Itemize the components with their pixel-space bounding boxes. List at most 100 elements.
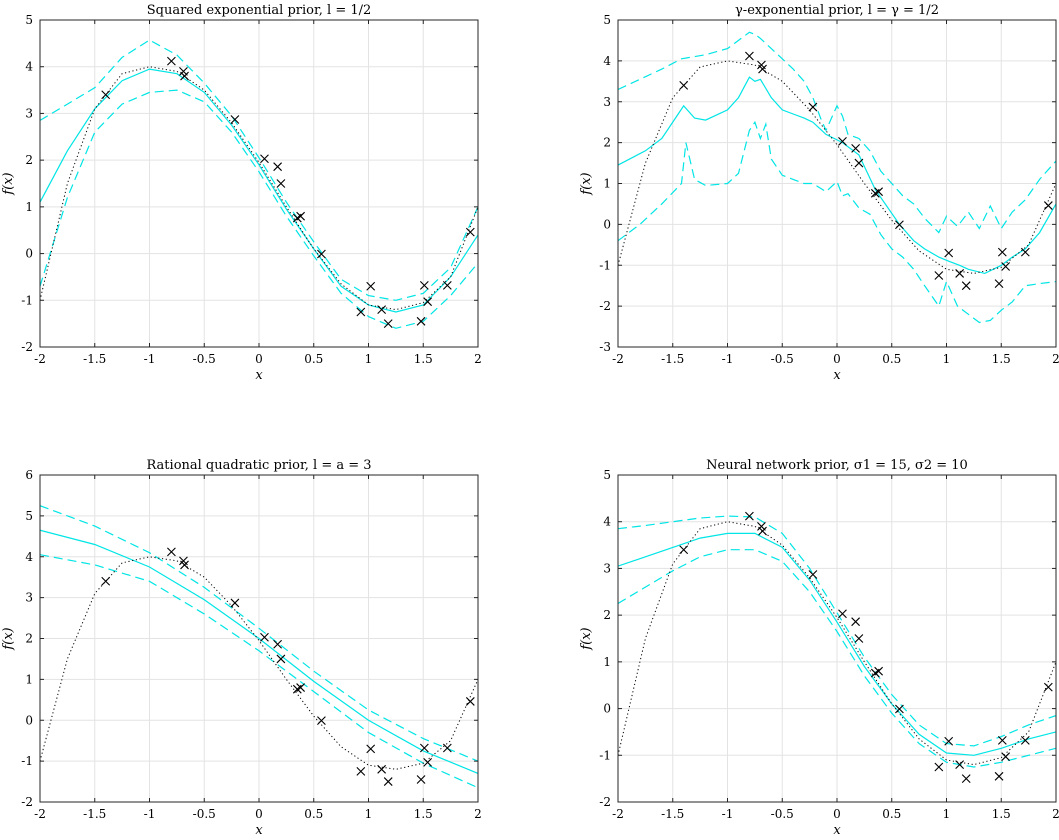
y-tick-label: 3 (25, 591, 33, 605)
observation-marker (1043, 201, 1053, 210)
x-axis-label: x (255, 823, 263, 838)
observation-marker (758, 64, 767, 74)
y-axis-label: f(x) (1, 172, 16, 195)
x-tick-label: 0.5 (882, 352, 901, 366)
observation-marker (230, 598, 240, 608)
x-tick-label: -1.5 (83, 807, 106, 821)
x-tick-label: -0.5 (771, 807, 794, 821)
observation-marker (758, 526, 767, 536)
observation-marker (679, 81, 689, 90)
observation-marker (895, 704, 904, 714)
upper-bound-line (618, 31, 1056, 234)
observation-marker (356, 766, 366, 776)
x-tick-label: 0.5 (304, 807, 323, 821)
observation-marker (273, 162, 283, 172)
lower-bound-line (618, 549, 1056, 768)
y-tick-label: -1 (599, 748, 611, 762)
y-tick-label: 0 (603, 702, 611, 716)
observation-marker (276, 179, 286, 188)
observation-marker (874, 666, 883, 676)
plot-area (618, 31, 1056, 324)
x-tick-label: -1.5 (83, 352, 106, 366)
y-tick-label: -1 (21, 754, 33, 768)
observation-marker (1043, 682, 1053, 692)
observation-marker (366, 744, 376, 754)
x-axis-label: x (833, 368, 841, 383)
observation-marker (167, 56, 176, 66)
y-tick-label: 5 (603, 468, 611, 482)
observation-marker (273, 639, 283, 649)
observation-marker (934, 271, 944, 280)
upper-bound-line (40, 39, 478, 301)
x-tick-label: 0 (833, 352, 841, 366)
observation-marker (423, 757, 433, 767)
observation-marker (377, 764, 387, 774)
observation-marker (961, 774, 971, 784)
x-tick-label: 1.5 (414, 352, 433, 366)
observation-marker (465, 697, 475, 706)
y-axis-label: f(x) (579, 172, 594, 195)
observation-marker (377, 305, 387, 315)
observation-marker (442, 743, 452, 753)
observation-marker (296, 211, 305, 221)
y-tick-label: 5 (25, 13, 33, 27)
x-tick-label: 0 (833, 807, 841, 821)
observation-marker (851, 617, 861, 627)
observation-marker (416, 316, 426, 326)
observation-marker (745, 511, 754, 521)
x-tick-label: -2 (34, 352, 46, 366)
observation-marker (944, 248, 954, 258)
observation-marker (1001, 262, 1011, 271)
observation-marker (838, 137, 847, 146)
observation-marker (317, 249, 326, 259)
y-tick-label: 4 (603, 54, 611, 68)
chart-title: Neural network prior, σ1 = 15, σ2 = 10 (706, 458, 968, 473)
panel-1: -2 -1.5 -1 -0.5 0 0.5 1 1.5 2 -2 -1 0 1 2 3 4 5 Squared e… (1, 3, 482, 383)
y-tick-label: 0 (25, 713, 33, 727)
true-function-line (618, 521, 1056, 766)
lower-bound-line (40, 554, 478, 789)
x-tick-label: -1.5 (661, 352, 684, 366)
chart-title: Squared exponential prior, l = 1/2 (147, 3, 372, 18)
x-tick-label: 2 (474, 807, 482, 821)
x-tick-label: 2 (474, 352, 482, 366)
x-tick-label: 2 (1052, 352, 1059, 366)
y-tick-label: 5 (25, 509, 33, 523)
y-tick-label: 1 (25, 672, 33, 686)
y-tick-label: 3 (603, 561, 611, 575)
observation-marker (101, 90, 111, 100)
x-tick-label: -0.5 (771, 352, 794, 366)
x-tick-label: -2 (612, 807, 624, 821)
observation-marker (180, 560, 189, 570)
observation-marker (317, 716, 326, 726)
x-tick-label: -1 (722, 352, 734, 366)
panel-3: -2 -1.5 -1 -0.5 0 0.5 1 1.5 2 -2 -1 0 1 2 3 4 5 6 Rational… (1, 458, 482, 838)
upper-bound-line (618, 515, 1056, 747)
observation-marker (854, 634, 864, 643)
y-tick-label: 5 (603, 13, 611, 27)
observation-marker (419, 280, 429, 290)
true-function-line (40, 66, 478, 311)
x-tick-label: 1 (943, 807, 951, 821)
observation-marker (465, 227, 475, 237)
observation-marker (955, 269, 965, 278)
x-tick-label: -0.5 (193, 352, 216, 366)
observation-marker (419, 743, 429, 753)
observation-marker (745, 51, 754, 61)
x-tick-label: -1 (144, 352, 156, 366)
y-tick-label: 6 (25, 468, 33, 482)
x-tick-label: 1.5 (992, 352, 1011, 366)
y-tick-label: 2 (603, 136, 611, 150)
true-function-line (618, 60, 1056, 274)
chart-title: Rational quadratic prior, l = a = 3 (146, 458, 371, 473)
true-function-line (40, 556, 478, 770)
observation-marker (955, 760, 965, 770)
observation-marker (994, 771, 1004, 781)
x-tick-label: 1.5 (414, 807, 433, 821)
y-tick-label: 4 (25, 60, 33, 74)
observation-marker (260, 154, 269, 164)
y-tick-label: 0 (603, 217, 611, 231)
x-tick-label: 2 (1052, 807, 1059, 821)
y-tick-label: 2 (25, 632, 33, 646)
